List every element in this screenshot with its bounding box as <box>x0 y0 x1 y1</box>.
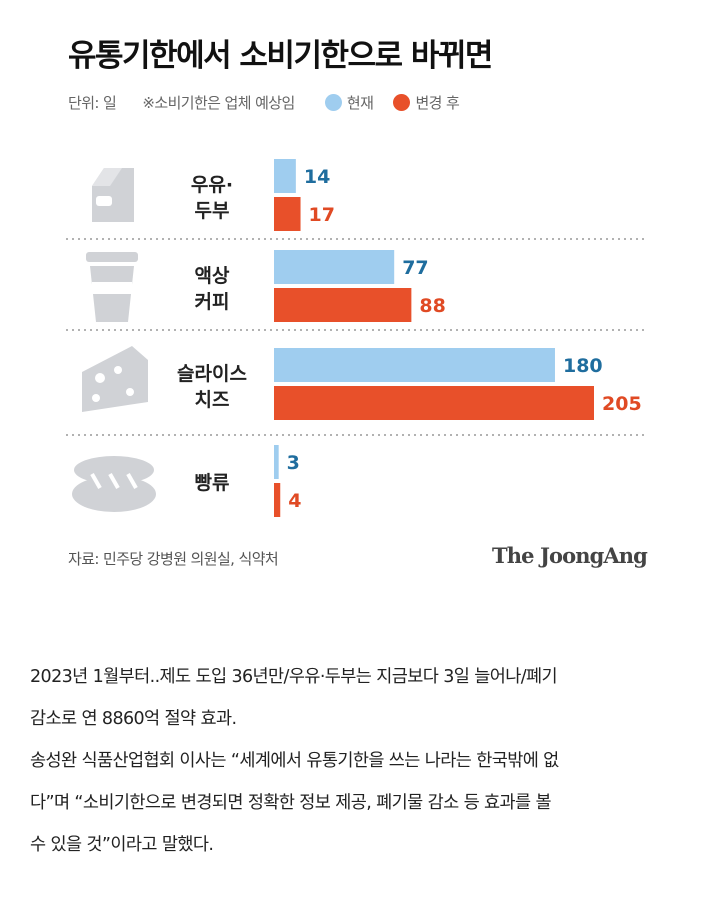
bar-current <box>274 250 395 284</box>
value-label: 17 <box>309 204 335 226</box>
value-label: 88 <box>419 295 445 317</box>
value-label: 14 <box>304 166 330 188</box>
unit-label: 단위: 일 <box>68 94 117 112</box>
category-label: 커피 <box>195 291 230 313</box>
body-line: 다”며 “소비기한으로 변경되면 정확한 정보 제공, 폐기물 감소 등 효과를… <box>30 793 552 813</box>
category-label: 두부 <box>195 200 230 222</box>
body-line: 송성완 식품산업협회 이사는 “세계에서 유통기한을 쓰는 나라는 한국밖에 없 <box>30 751 559 771</box>
note-label: ※소비기한은 업체 예상임 <box>142 94 295 112</box>
article-body: 2023년 1월부터..제도 도입 36년만/우유·두부는 지금보다 3일 늘어… <box>30 656 685 866</box>
body-line: 수 있을 것”이라고 말했다. <box>30 835 214 855</box>
legend-label-current: 현재 <box>346 94 374 112</box>
value-label: 3 <box>287 452 300 474</box>
bar-after <box>274 386 594 420</box>
bar-after <box>274 197 301 231</box>
category-label: 치즈 <box>195 389 230 411</box>
chart-title: 유통기한에서 소비기한으로 바뀌면 <box>68 38 493 74</box>
bar-current <box>274 348 555 382</box>
brand-logo: The JoongAng <box>492 543 648 568</box>
category-label: 빵류 <box>195 472 230 494</box>
bar-current <box>274 159 296 193</box>
source-note: 자료: 민주당 강병원 의원실, 식약처 <box>68 550 279 568</box>
milk-carton-icon <box>92 168 134 222</box>
category-label: 액상 <box>195 265 230 287</box>
value-label: 77 <box>402 257 428 279</box>
legend: 단위: 일 ※소비기한은 업체 예상임 현재 변경 후 <box>68 92 460 113</box>
body-line: 2023년 1월부터..제도 도입 36년만/우유·두부는 지금보다 3일 늘어… <box>30 667 558 687</box>
cheese-icon <box>82 346 148 412</box>
category-label: 우유· <box>191 174 233 196</box>
value-label: 180 <box>563 355 603 377</box>
value-label: 205 <box>602 393 642 415</box>
bar-current <box>274 445 279 479</box>
bar-after <box>274 288 412 322</box>
legend-swatch-after <box>393 94 411 111</box>
value-label: 4 <box>288 490 301 512</box>
bar-after <box>274 483 281 517</box>
legend-swatch-current <box>324 94 342 111</box>
bread-icon <box>72 456 156 512</box>
coffee-cup-icon <box>86 252 138 322</box>
category-label: 슬라이스 <box>177 363 247 385</box>
legend-label-after: 변경 후 <box>415 94 460 112</box>
body-line: 감소로 연 8860억 절약 효과. <box>30 709 237 729</box>
